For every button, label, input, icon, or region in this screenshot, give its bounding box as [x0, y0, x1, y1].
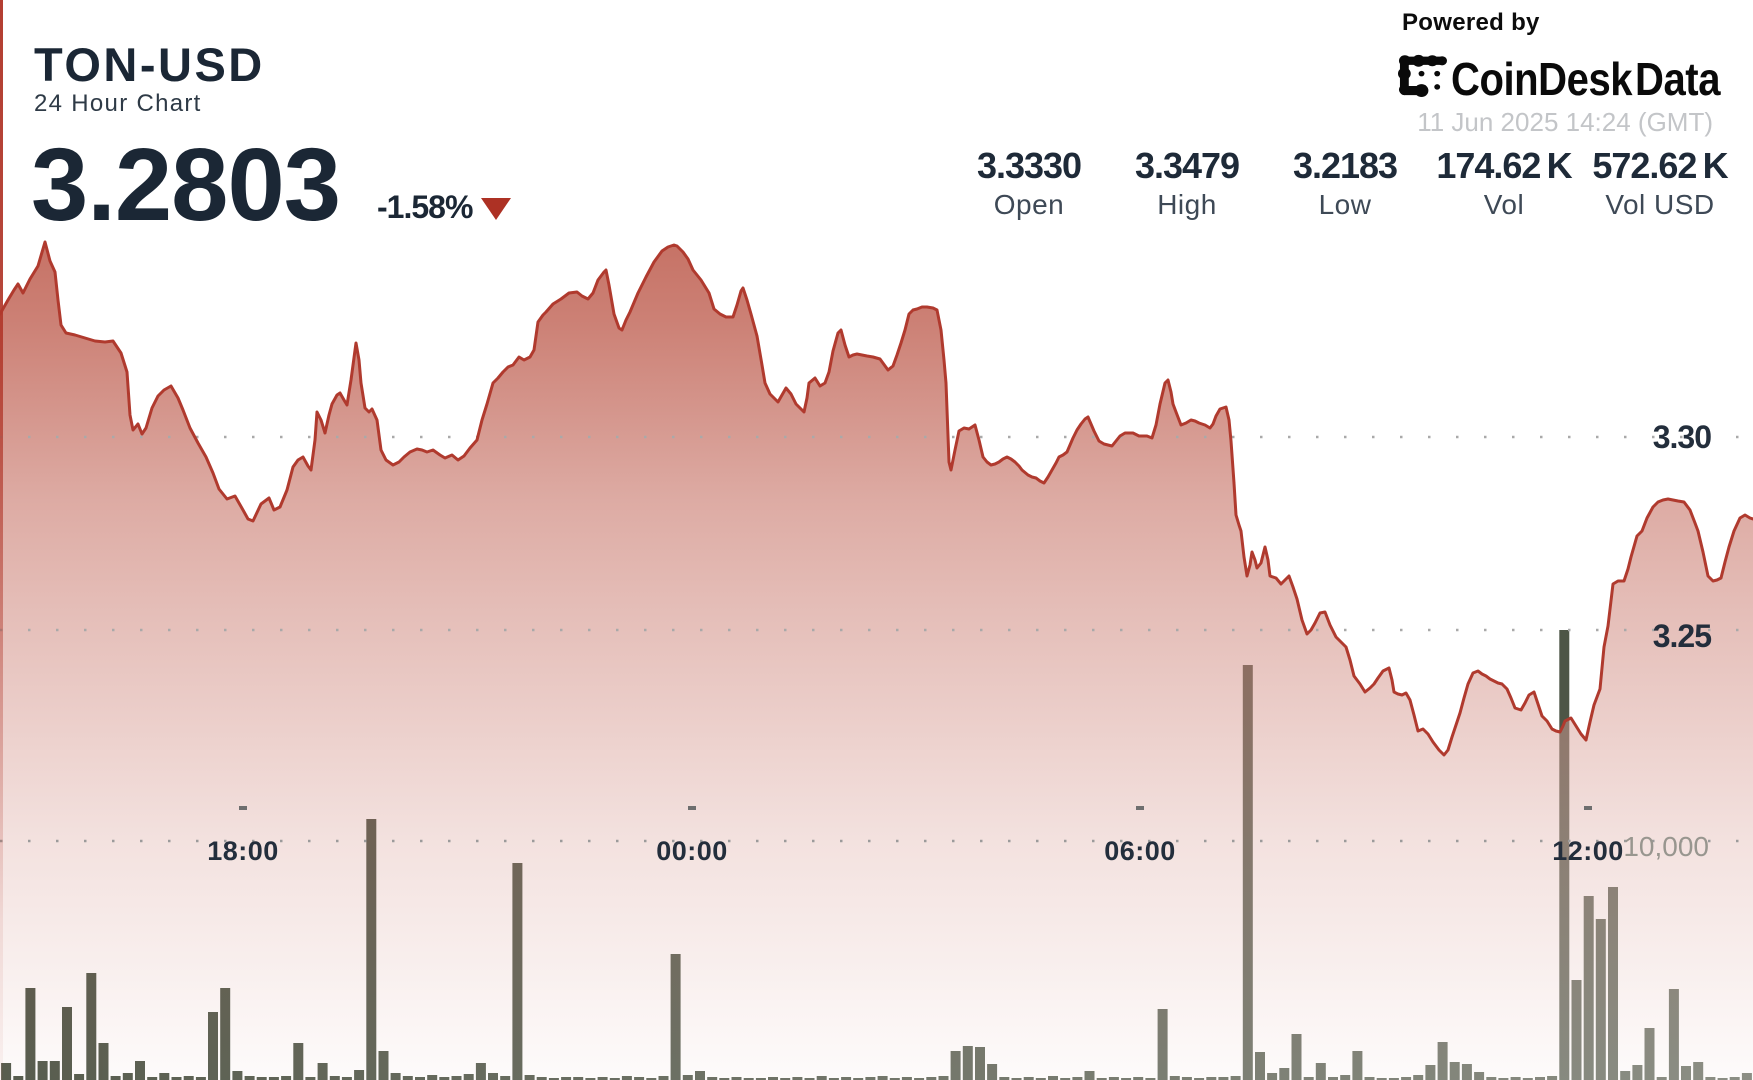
svg-text:10,000: 10,000	[1623, 831, 1709, 862]
svg-text:00:00: 00:00	[656, 836, 728, 866]
svg-text:18:00: 18:00	[207, 836, 279, 866]
svg-text:3.25: 3.25	[1653, 618, 1711, 654]
svg-text:06:00: 06:00	[1104, 836, 1176, 866]
svg-text:3.30: 3.30	[1653, 419, 1711, 455]
svg-text:12:00: 12:00	[1552, 836, 1624, 866]
